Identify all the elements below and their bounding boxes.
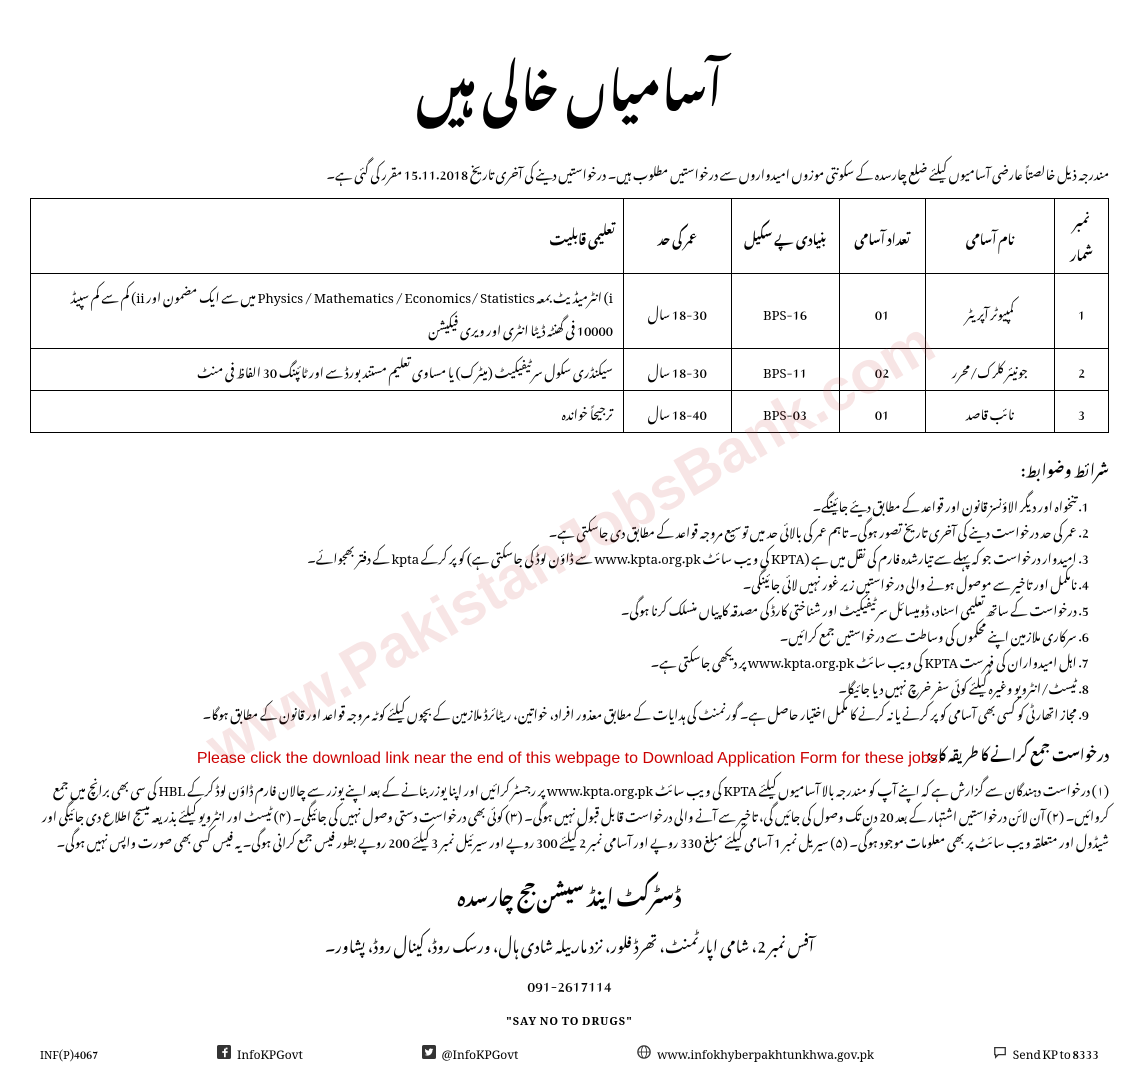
facebook-icon (216, 1044, 232, 1060)
cell-count: 01 (839, 274, 925, 349)
sms-item: Send KP to 8333 (992, 1037, 1099, 1067)
cell-count: 02 (839, 349, 925, 391)
intro-text: مندرجہ ذیل خالصتاً عارضی آسامیوں کیلئے ض… (30, 155, 1109, 188)
conditions-list: تنخواہ اور دیگر الاؤنسز قانون اور قواعد … (30, 491, 1109, 725)
cell-qual: i) انٹرمیڈیٹ بمعہ Physics / Mathematics … (31, 274, 624, 349)
office-title: ڈسٹرکٹ اینڈ سیشن جج چارسدہ (30, 868, 1109, 918)
cell-name: جونیئر کلرک/محرر (925, 349, 1054, 391)
header-scale: بنیادی پے سکیل (731, 199, 839, 274)
cell-sr: 3 (1055, 391, 1109, 433)
table-header-row: نمبر شمار نام آسامی تعداد آسامی بنیادی پ… (31, 199, 1109, 274)
header-age: عمر کی حد (623, 199, 731, 274)
header-qual: تعلیمی قابلیت (31, 199, 624, 274)
twitter-label: @InfoKPGovt (442, 1037, 519, 1067)
cell-name: کمپیوٹر آپریٹر (925, 274, 1054, 349)
web-item: www.infokhyberpakhtunkhwa.gov.pk (636, 1037, 874, 1067)
cell-qual: سیکنڈری سکول سرٹیفیکیٹ (میٹرک) یا مساوی … (31, 349, 624, 391)
cell-sr: 2 (1055, 349, 1109, 391)
facebook-item: InfoKPGovt (216, 1037, 303, 1067)
table-row: 3 نائب قاصد 01 BPS-03 18-40 سال ترجیحاً … (31, 391, 1109, 433)
table-row: 2 جونیئر کلرک/محرر 02 BPS-11 18-30 سال س… (31, 349, 1109, 391)
globe-icon (636, 1044, 652, 1060)
footer-block: ڈسٹرکٹ اینڈ سیشن جج چارسدہ آفس نمبر 2، ش… (30, 868, 1109, 1067)
cell-age: 18-30 سال (623, 274, 731, 349)
job-advertisement-page: www.PakistanJobsBank.com آسامیاں خالی ہی… (0, 0, 1139, 1087)
slogan: "SAY NO TO DRUGS" (30, 1004, 1109, 1032)
office-address: آفس نمبر 2، شامی اپارٹمنٹ، تھرڈ فلور، نز… (30, 923, 1109, 963)
jobs-table: نمبر شمار نام آسامی تعداد آسامی بنیادی پ… (30, 198, 1109, 433)
twitter-icon (421, 1044, 437, 1060)
cell-scale: BPS-16 (731, 274, 839, 349)
header-count: تعداد آسامی (839, 199, 925, 274)
chat-icon (992, 1044, 1008, 1060)
cell-sr: 1 (1055, 274, 1109, 349)
web-label: www.infokhyberpakhtunkhwa.gov.pk (657, 1037, 874, 1067)
conditions-header: شرائط وضوابط: (30, 448, 1109, 486)
header-sr: نمبر شمار (1055, 199, 1109, 274)
page-title: آسامیاں خالی ہیں (30, 20, 1109, 140)
inf-code: INF(P)4067 (40, 1038, 98, 1066)
cell-qual: ترجیحاً خواندہ (31, 391, 624, 433)
social-bar: INF(P)4067 InfoKPGovt @InfoKPGovt www.in… (30, 1037, 1109, 1067)
header-name: نام آسامی (925, 199, 1054, 274)
phone-number: 091-2617114 (30, 966, 1109, 1001)
cell-name: نائب قاصد (925, 391, 1054, 433)
cell-scale: BPS-11 (731, 349, 839, 391)
twitter-item: @InfoKPGovt (421, 1037, 519, 1067)
download-notice: Please click the download link near the … (0, 750, 1139, 768)
cell-scale: BPS-03 (731, 391, 839, 433)
cell-count: 01 (839, 391, 925, 433)
facebook-label: InfoKPGovt (237, 1037, 303, 1067)
procedure-text: (۱) درخواست دہندگان سے گزارش ہے کہ اپنے … (30, 775, 1109, 853)
condition-item: مجاز اتھارٹی کو کسی بھی آسامی کو پر کرنے… (30, 699, 1089, 725)
cell-age: 18-30 سال (623, 349, 731, 391)
sms-label: Send KP to 8333 (1013, 1037, 1099, 1067)
cell-age: 18-40 سال (623, 391, 731, 433)
table-row: 1 کمپیوٹر آپریٹر 01 BPS-16 18-30 سال i) … (31, 274, 1109, 349)
